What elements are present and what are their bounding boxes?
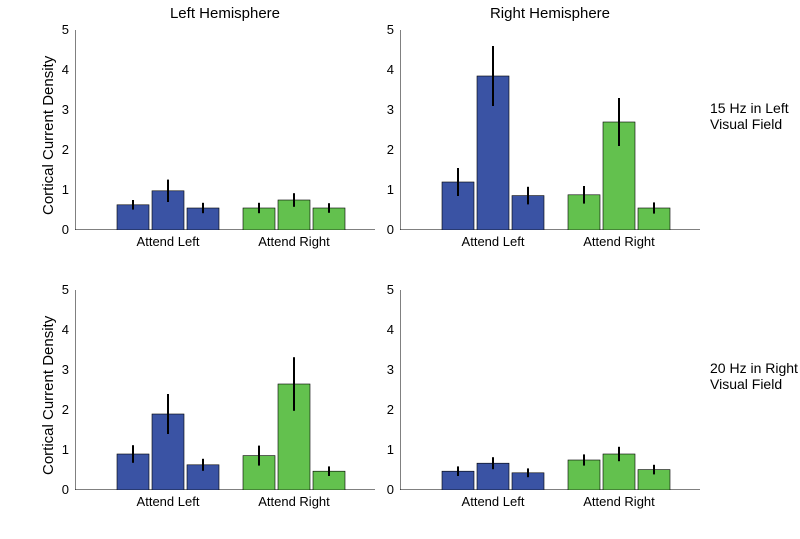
- ytick-label: 5: [51, 22, 69, 37]
- xgroup-label: Attend Right: [244, 234, 344, 249]
- figure: Left Hemisphere Right Hemisphere 15 Hz i…: [0, 0, 800, 539]
- xgroup-label: Attend Left: [443, 234, 543, 249]
- ytick-label: 0: [376, 482, 394, 497]
- ytick-label: 2: [51, 142, 69, 157]
- ytick-label: 5: [376, 22, 394, 37]
- col-title-right: Right Hemisphere: [400, 5, 700, 22]
- panel-bottom-right: 012345Attend LeftAttend Right: [400, 290, 700, 490]
- ytick-label: 3: [376, 362, 394, 377]
- xgroup-label: Attend Right: [569, 234, 669, 249]
- ytick-label: 4: [376, 322, 394, 337]
- ytick-label: 2: [51, 402, 69, 417]
- ytick-label: 0: [51, 222, 69, 237]
- ytick-label: 2: [376, 142, 394, 157]
- ytick-label: 3: [51, 102, 69, 117]
- ytick-label: 4: [376, 62, 394, 77]
- xgroup-label: Attend Right: [244, 494, 344, 509]
- panel-top-right: 012345Attend LeftAttend Right: [400, 30, 700, 230]
- row-title-bottom-line2: Visual Field: [710, 376, 800, 392]
- ytick-label: 1: [51, 182, 69, 197]
- row-title-top-line1: 15 Hz in Left: [710, 100, 800, 116]
- ytick-label: 5: [376, 282, 394, 297]
- ytick-label: 0: [51, 482, 69, 497]
- ytick-label: 3: [51, 362, 69, 377]
- ytick-label: 4: [51, 322, 69, 337]
- row-title-bottom-line1: 20 Hz in Right: [710, 360, 800, 376]
- row-title-bottom: 20 Hz in Right Visual Field: [710, 360, 800, 392]
- ytick-label: 2: [376, 402, 394, 417]
- xgroup-label: Attend Left: [443, 494, 543, 509]
- xgroup-label: Attend Right: [569, 494, 669, 509]
- ytick-label: 3: [376, 102, 394, 117]
- xgroup-label: Attend Left: [118, 494, 218, 509]
- row-title-top-line2: Visual Field: [710, 116, 800, 132]
- ytick-label: 0: [376, 222, 394, 237]
- ytick-label: 1: [51, 442, 69, 457]
- xgroup-label: Attend Left: [118, 234, 218, 249]
- ytick-label: 5: [51, 282, 69, 297]
- ytick-label: 4: [51, 62, 69, 77]
- panel-bottom-left: 012345Attend LeftAttend Right: [75, 290, 375, 490]
- ytick-label: 1: [376, 182, 394, 197]
- row-title-top: 15 Hz in Left Visual Field: [710, 100, 800, 132]
- panel-top-left: 012345Attend LeftAttend Right: [75, 30, 375, 230]
- col-title-left: Left Hemisphere: [75, 5, 375, 22]
- ytick-label: 1: [376, 442, 394, 457]
